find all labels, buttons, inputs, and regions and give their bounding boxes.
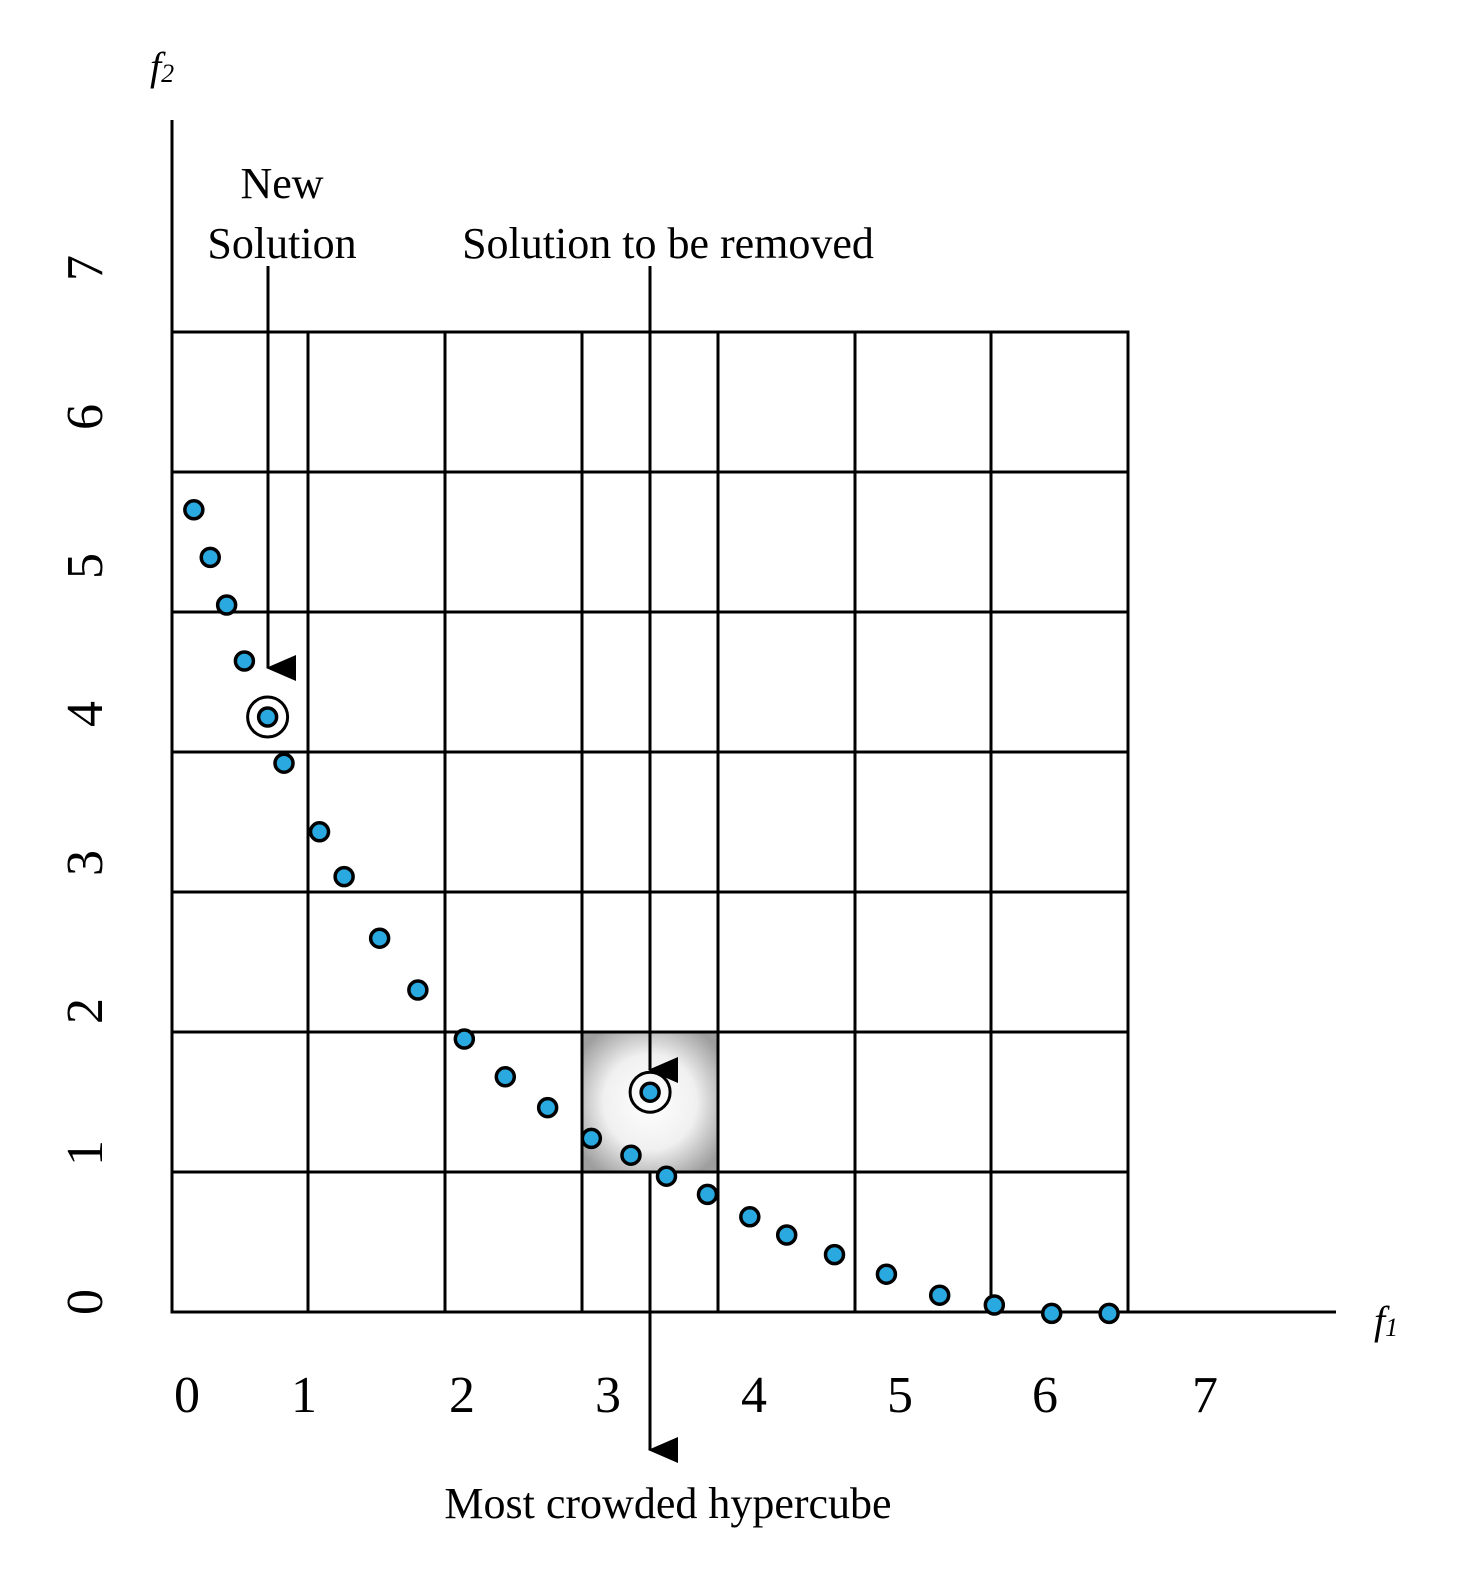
- solution-point: [620, 1144, 642, 1166]
- y-axis-title: f2: [150, 44, 174, 89]
- new-solution-point: [256, 706, 279, 728]
- solution-point: [928, 1284, 951, 1306]
- x-tick-label: 7: [1192, 1367, 1218, 1424]
- x-tick-label: 0: [174, 1367, 200, 1424]
- solution-point: [233, 650, 256, 672]
- solution-point: [536, 1096, 559, 1119]
- solution-point: [580, 1127, 603, 1150]
- y-tick-label: 1: [57, 1140, 114, 1166]
- x-tick-label: 3: [595, 1367, 621, 1424]
- y-tick-label: 6: [57, 404, 114, 430]
- solution-point: [1098, 1302, 1120, 1325]
- solution-point: [739, 1206, 761, 1228]
- x-tick-label: 1: [291, 1367, 317, 1424]
- x-tick-label: 5: [887, 1367, 913, 1424]
- solution-point: [407, 979, 429, 1001]
- removed-solution-point: [639, 1081, 661, 1103]
- new-solution-label-line1: New: [240, 159, 323, 208]
- y-tick-label: 3: [57, 850, 114, 876]
- removed-solution-ring: [628, 1070, 672, 1114]
- solution-point: [273, 752, 295, 774]
- x-tick-label: 2: [449, 1367, 475, 1424]
- solution-point: [215, 594, 238, 616]
- y-tick-label: 4: [57, 701, 114, 727]
- solution-point: [875, 1263, 898, 1285]
- x-tick-label: 4: [741, 1367, 767, 1424]
- solution-point: [696, 1183, 719, 1206]
- x-axis-title: f1: [1374, 1298, 1398, 1343]
- y-tick-label: 0: [57, 1289, 114, 1315]
- y-tick-label: 2: [57, 998, 114, 1024]
- x-tick-label: 6: [1032, 1367, 1058, 1424]
- solution-point: [333, 865, 355, 888]
- solution-point: [199, 546, 221, 569]
- solution-point: [983, 1294, 1006, 1316]
- new-solution-label-line2: Solution: [207, 219, 356, 268]
- x-tick-labels: 0 1 2 3 4 5 6 7: [174, 1367, 1218, 1424]
- new-solution-ring: [246, 695, 290, 739]
- y-tick-label: 7: [57, 255, 114, 281]
- solution-point: [823, 1243, 846, 1266]
- solution-point: [453, 1028, 476, 1050]
- solution-to-be-removed-label: Solution to be removed: [462, 219, 874, 268]
- solution-point: [1040, 1302, 1063, 1325]
- y-tick-labels: 0 1 2 3 4 5 6 7: [57, 255, 114, 1315]
- solution-point: [655, 1165, 678, 1187]
- solution-point: [368, 927, 391, 949]
- solution-point: [494, 1066, 517, 1088]
- solution-point: [775, 1224, 798, 1246]
- solution-point: [308, 821, 331, 843]
- solution-points: [183, 499, 1120, 1325]
- most-crowded-hypercube-label: Most crowded hypercube: [444, 1479, 891, 1528]
- y-tick-label: 5: [57, 553, 114, 579]
- solution-point: [183, 499, 205, 521]
